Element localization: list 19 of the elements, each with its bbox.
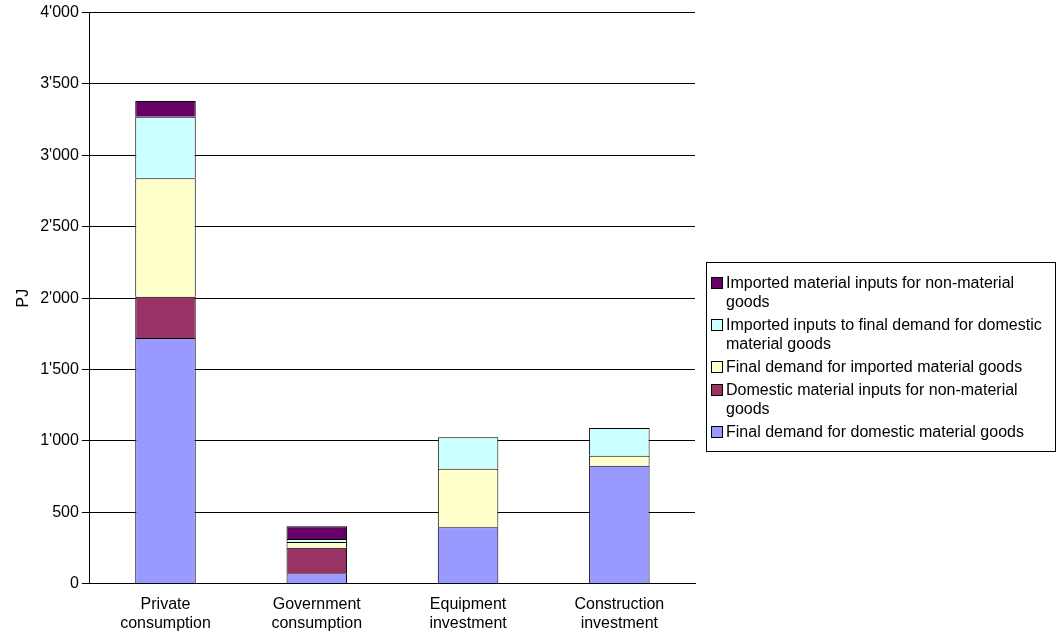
y-tick-label: 1'000 [40,431,79,449]
x-tick-label: Construction investment [574,594,665,631]
legend-label: Domestic material inputs for non-material goods [726,380,1019,418]
legend-label: Final demand for imported material goods [726,357,1023,376]
legend-label: Final demand for domestic material goods [726,422,1024,441]
y-tick-label: 500 [52,502,79,520]
y-axis-title: PJ [14,288,32,308]
x-tick-label: Government consumption [271,594,363,631]
y-tick-label: 2'500 [40,217,79,235]
y-tick-label: 3'500 [40,74,79,92]
y-tick-label: 1'500 [40,359,79,377]
y-tick-label: 3'000 [40,145,79,163]
x-tick-label: Private consumption [120,594,211,631]
x-tick-label: Equipment investment [429,594,508,631]
y-tick-label: 0 [69,574,79,592]
legend-label: Imported material inputs for non-material goods [726,273,1016,311]
y-tick-label: 4'000 [40,3,79,21]
y-tick-label: 2'000 [40,288,79,306]
legend-label: Imported inputs to final demand for domestic material goods [726,315,1043,353]
